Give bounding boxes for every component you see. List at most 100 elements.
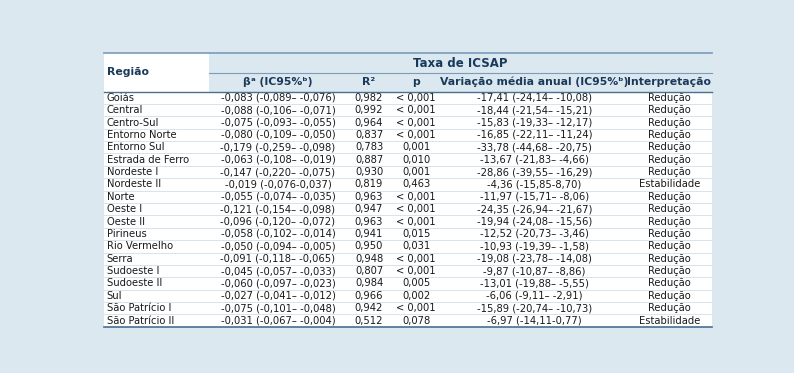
- Text: -0,080 (-0,109– -0,050): -0,080 (-0,109– -0,050): [221, 130, 335, 140]
- Text: 0,966: 0,966: [355, 291, 384, 301]
- Text: -19,08 (-23,78– -14,08): -19,08 (-23,78– -14,08): [477, 254, 592, 264]
- Text: Redução: Redução: [648, 105, 691, 115]
- Text: 0,002: 0,002: [402, 291, 430, 301]
- Text: -6,97 (-14,11-0,77): -6,97 (-14,11-0,77): [487, 316, 582, 326]
- Text: Sudoeste II: Sudoeste II: [106, 279, 162, 288]
- Text: 0,941: 0,941: [355, 229, 384, 239]
- Text: 0,463: 0,463: [402, 179, 430, 189]
- Text: Oeste II: Oeste II: [106, 217, 145, 226]
- Text: -12,52 (-20,73– -3,46): -12,52 (-20,73– -3,46): [480, 229, 589, 239]
- Text: Redução: Redução: [648, 229, 691, 239]
- Bar: [209, 53, 711, 73]
- Text: Estabilidade: Estabilidade: [638, 179, 700, 189]
- Text: -15,83 (-19,33– -12,17): -15,83 (-19,33– -12,17): [476, 117, 592, 128]
- Text: Nordeste II: Nordeste II: [106, 179, 160, 189]
- Text: βᵃ (IC95%ᵇ): βᵃ (IC95%ᵇ): [243, 77, 313, 87]
- Text: -0,031 (-0,067– -0,004): -0,031 (-0,067– -0,004): [221, 316, 335, 326]
- Text: < 0,001: < 0,001: [396, 303, 436, 313]
- Text: < 0,001: < 0,001: [396, 130, 436, 140]
- Text: 0,950: 0,950: [355, 241, 384, 251]
- Text: < 0,001: < 0,001: [396, 105, 436, 115]
- Text: 0,010: 0,010: [402, 155, 430, 164]
- Text: Redução: Redução: [648, 130, 691, 140]
- Text: -0,083 (-0,089– -0,076): -0,083 (-0,089– -0,076): [221, 93, 335, 103]
- Text: Entorno Norte: Entorno Norte: [106, 130, 176, 140]
- Text: São Patrício I: São Patrício I: [106, 303, 171, 313]
- Text: -0,019 (-0,076-0,037): -0,019 (-0,076-0,037): [225, 179, 331, 189]
- Text: Redução: Redução: [648, 254, 691, 264]
- Text: -6,06 (-9,11– -2,91): -6,06 (-9,11– -2,91): [486, 291, 583, 301]
- Text: < 0,001: < 0,001: [396, 192, 436, 202]
- Text: 0,887: 0,887: [355, 155, 384, 164]
- Text: 0,984: 0,984: [355, 279, 384, 288]
- Text: 0,512: 0,512: [355, 316, 384, 326]
- Text: Redução: Redução: [648, 279, 691, 288]
- Text: Centro-Sul: Centro-Sul: [106, 117, 159, 128]
- Text: Redução: Redução: [648, 241, 691, 251]
- Text: Redução: Redução: [648, 142, 691, 152]
- Text: 0,992: 0,992: [355, 105, 384, 115]
- Text: -0,088 (-0,106– -0,071): -0,088 (-0,106– -0,071): [221, 105, 335, 115]
- Text: Estabilidade: Estabilidade: [638, 316, 700, 326]
- Text: -0,075 (-0,101– -0,048): -0,075 (-0,101– -0,048): [221, 303, 335, 313]
- Text: -0,058 (-0,102– -0,014): -0,058 (-0,102– -0,014): [221, 229, 335, 239]
- Text: Redução: Redução: [648, 155, 691, 164]
- Text: 0,078: 0,078: [402, 316, 430, 326]
- Text: Redução: Redução: [648, 266, 691, 276]
- Text: Central: Central: [106, 105, 143, 115]
- Text: Redução: Redução: [648, 291, 691, 301]
- Text: Oeste I: Oeste I: [106, 204, 142, 214]
- Text: -10,93 (-19,39– -1,58): -10,93 (-19,39– -1,58): [480, 241, 589, 251]
- Text: 0,005: 0,005: [402, 279, 430, 288]
- Text: Redução: Redução: [648, 303, 691, 313]
- Text: -24,35 (-26,94– -21,67): -24,35 (-26,94– -21,67): [476, 204, 592, 214]
- Text: 0,783: 0,783: [355, 142, 384, 152]
- Text: -16,85 (-22,11– -11,24): -16,85 (-22,11– -11,24): [476, 130, 592, 140]
- Text: -0,091 (-0,118– -0,065): -0,091 (-0,118– -0,065): [221, 254, 335, 264]
- Text: Entorno Sul: Entorno Sul: [106, 142, 164, 152]
- Text: 0,947: 0,947: [355, 204, 384, 214]
- Text: Variação média anual (IC95%ᵇ): Variação média anual (IC95%ᵇ): [440, 77, 629, 88]
- Text: < 0,001: < 0,001: [396, 117, 436, 128]
- Text: < 0,001: < 0,001: [396, 93, 436, 103]
- Text: -0,147 (-0,220– -0,075): -0,147 (-0,220– -0,075): [221, 167, 335, 177]
- Text: < 0,001: < 0,001: [396, 217, 436, 226]
- Text: 0,982: 0,982: [355, 93, 384, 103]
- Text: Redução: Redução: [648, 217, 691, 226]
- Text: Sudoeste I: Sudoeste I: [106, 266, 159, 276]
- Text: -0,050 (-0,094– -0,005): -0,050 (-0,094– -0,005): [221, 241, 335, 251]
- Text: -0,027 (-0,041– -0,012): -0,027 (-0,041– -0,012): [221, 291, 335, 301]
- Text: 0,807: 0,807: [355, 266, 384, 276]
- Text: -13,01 (-19,88– -5,55): -13,01 (-19,88– -5,55): [480, 279, 589, 288]
- Text: Interpretação: Interpretação: [627, 77, 711, 87]
- Text: Redução: Redução: [648, 167, 691, 177]
- Text: 0,015: 0,015: [402, 229, 430, 239]
- Text: Nordeste I: Nordeste I: [106, 167, 158, 177]
- Text: 0,837: 0,837: [355, 130, 384, 140]
- Text: Serra: Serra: [106, 254, 133, 264]
- Text: Redução: Redução: [648, 192, 691, 202]
- Text: 0,001: 0,001: [402, 167, 430, 177]
- Text: 0,031: 0,031: [402, 241, 430, 251]
- Text: 0,942: 0,942: [355, 303, 384, 313]
- Text: -13,67 (-21,83– -4,66): -13,67 (-21,83– -4,66): [480, 155, 589, 164]
- Text: -15,89 (-20,74– -10,73): -15,89 (-20,74– -10,73): [477, 303, 592, 313]
- Text: Pirineus: Pirineus: [106, 229, 146, 239]
- Text: Redução: Redução: [648, 117, 691, 128]
- Text: -28,86 (-39,55– -16,29): -28,86 (-39,55– -16,29): [476, 167, 592, 177]
- Text: < 0,001: < 0,001: [396, 266, 436, 276]
- Text: -18,44 (-21,54– -15,21): -18,44 (-21,54– -15,21): [476, 105, 592, 115]
- Text: -4,36 (-15,85-8,70): -4,36 (-15,85-8,70): [488, 179, 581, 189]
- Text: Redução: Redução: [648, 204, 691, 214]
- Text: -0,179 (-0,259– -0,098): -0,179 (-0,259– -0,098): [221, 142, 336, 152]
- Text: -0,063 (-0,108– -0,019): -0,063 (-0,108– -0,019): [221, 155, 335, 164]
- Text: -11,97 (-15,71– -8,06): -11,97 (-15,71– -8,06): [480, 192, 589, 202]
- Bar: [209, 73, 711, 92]
- Text: Sul: Sul: [106, 291, 122, 301]
- Text: < 0,001: < 0,001: [396, 204, 436, 214]
- Text: -19,94 (-24,08– -15,56): -19,94 (-24,08– -15,56): [476, 217, 592, 226]
- Text: 0,963: 0,963: [355, 217, 384, 226]
- Text: Taxa de ICSAP: Taxa de ICSAP: [413, 57, 507, 70]
- Text: Goiás: Goiás: [106, 93, 135, 103]
- Text: Estrada de Ferro: Estrada de Ferro: [106, 155, 189, 164]
